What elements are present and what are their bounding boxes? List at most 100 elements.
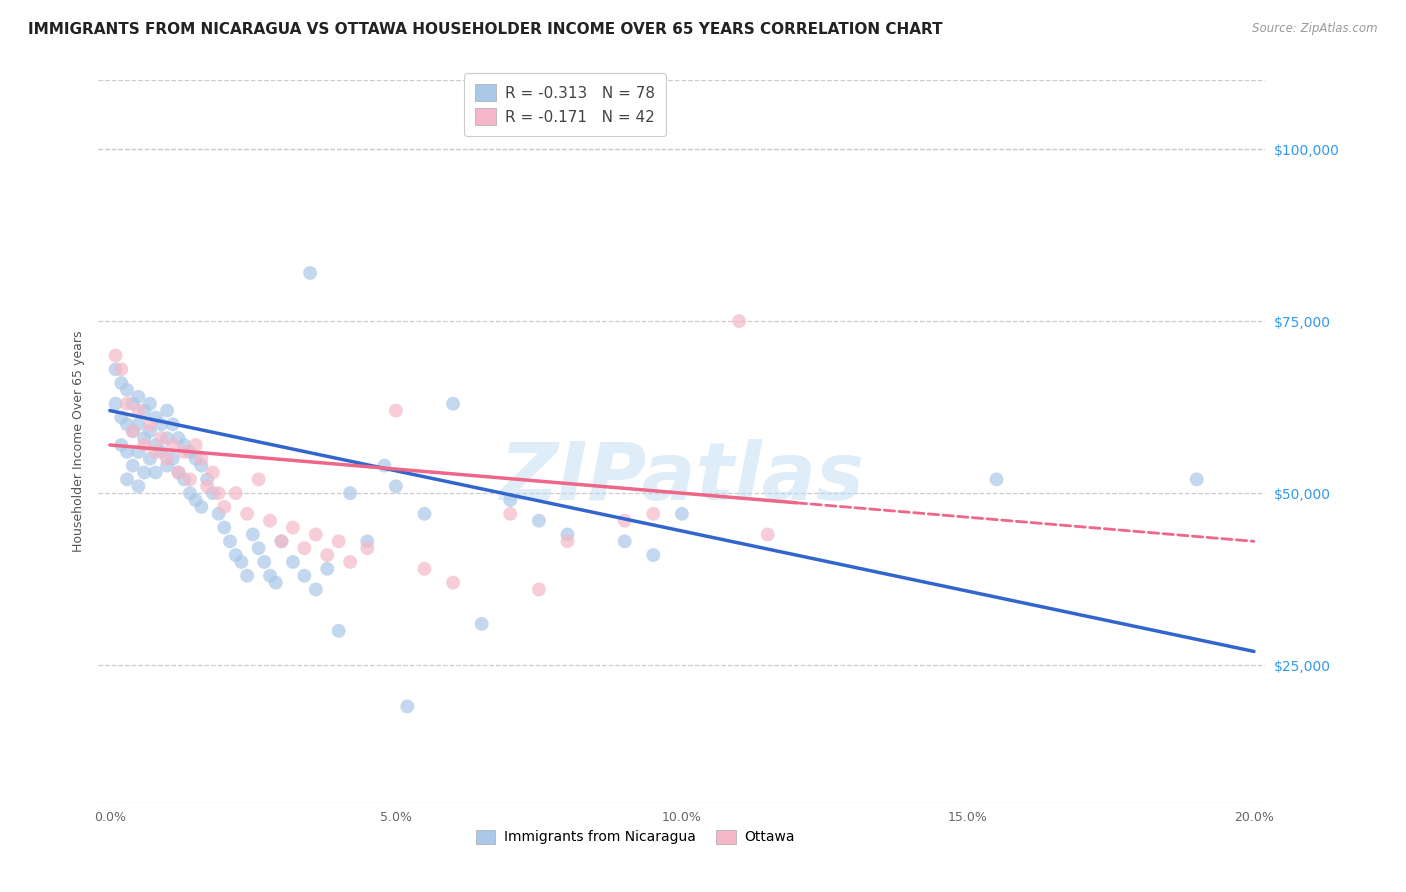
Point — [613, 534, 636, 549]
Point — [499, 493, 522, 508]
Point — [127, 390, 149, 404]
Point — [986, 472, 1008, 486]
Point — [756, 527, 779, 541]
Point — [167, 466, 190, 480]
Point — [385, 479, 408, 493]
Point — [145, 438, 167, 452]
Point — [441, 575, 464, 590]
Point — [104, 362, 127, 376]
Point — [219, 534, 242, 549]
Point — [264, 575, 287, 590]
Point — [328, 534, 350, 549]
Point — [231, 555, 253, 569]
Point — [134, 403, 156, 417]
Point — [167, 466, 190, 480]
Point — [339, 555, 361, 569]
Point — [104, 397, 127, 411]
Point — [214, 520, 236, 534]
Point — [195, 479, 218, 493]
Point — [207, 486, 229, 500]
Point — [236, 507, 259, 521]
Point — [127, 417, 149, 432]
Point — [156, 403, 179, 417]
Point — [385, 403, 408, 417]
Text: ZIPatlas: ZIPatlas — [499, 439, 865, 516]
Point — [305, 582, 328, 597]
Point — [184, 438, 207, 452]
Point — [162, 451, 184, 466]
Point — [728, 314, 751, 328]
Point — [225, 486, 247, 500]
Point — [328, 624, 350, 638]
Point — [121, 458, 143, 473]
Point — [139, 424, 162, 438]
Point — [139, 451, 162, 466]
Legend: Immigrants from Nicaragua, Ottawa: Immigrants from Nicaragua, Ottawa — [470, 824, 800, 850]
Point — [179, 486, 201, 500]
Point — [134, 438, 156, 452]
Point — [179, 472, 201, 486]
Point — [499, 507, 522, 521]
Y-axis label: Householder Income Over 65 years: Householder Income Over 65 years — [72, 331, 84, 552]
Point — [115, 383, 138, 397]
Point — [613, 514, 636, 528]
Point — [253, 555, 276, 569]
Point — [110, 362, 132, 376]
Point — [201, 486, 224, 500]
Point — [127, 403, 149, 417]
Point — [1185, 472, 1208, 486]
Point — [281, 555, 304, 569]
Text: IMMIGRANTS FROM NICARAGUA VS OTTAWA HOUSEHOLDER INCOME OVER 65 YEARS CORRELATION: IMMIGRANTS FROM NICARAGUA VS OTTAWA HOUS… — [28, 22, 943, 37]
Point — [162, 438, 184, 452]
Point — [179, 445, 201, 459]
Point — [195, 472, 218, 486]
Point — [413, 507, 436, 521]
Point — [190, 500, 212, 514]
Point — [471, 616, 494, 631]
Point — [671, 507, 693, 521]
Point — [156, 451, 179, 466]
Point — [356, 541, 378, 556]
Point — [139, 397, 162, 411]
Point — [121, 424, 143, 438]
Point — [225, 548, 247, 562]
Point — [247, 541, 270, 556]
Point — [270, 534, 292, 549]
Point — [557, 527, 579, 541]
Point — [242, 527, 264, 541]
Point — [207, 507, 229, 521]
Point — [643, 548, 665, 562]
Point — [305, 527, 328, 541]
Point — [557, 534, 579, 549]
Point — [643, 507, 665, 521]
Point — [259, 568, 281, 582]
Point — [413, 562, 436, 576]
Point — [127, 479, 149, 493]
Point — [214, 500, 236, 514]
Point — [247, 472, 270, 486]
Point — [115, 397, 138, 411]
Point — [104, 349, 127, 363]
Point — [115, 472, 138, 486]
Point — [134, 466, 156, 480]
Point — [173, 445, 195, 459]
Point — [299, 266, 322, 280]
Point — [184, 451, 207, 466]
Point — [184, 493, 207, 508]
Point — [134, 431, 156, 445]
Point — [190, 451, 212, 466]
Point — [281, 520, 304, 534]
Point — [396, 699, 419, 714]
Point — [373, 458, 395, 473]
Text: Source: ZipAtlas.com: Source: ZipAtlas.com — [1253, 22, 1378, 36]
Point — [173, 438, 195, 452]
Point — [145, 466, 167, 480]
Point — [292, 568, 315, 582]
Point — [201, 466, 224, 480]
Point — [121, 424, 143, 438]
Point — [115, 417, 138, 432]
Point — [316, 548, 339, 562]
Point — [110, 438, 132, 452]
Point — [236, 568, 259, 582]
Point — [150, 431, 173, 445]
